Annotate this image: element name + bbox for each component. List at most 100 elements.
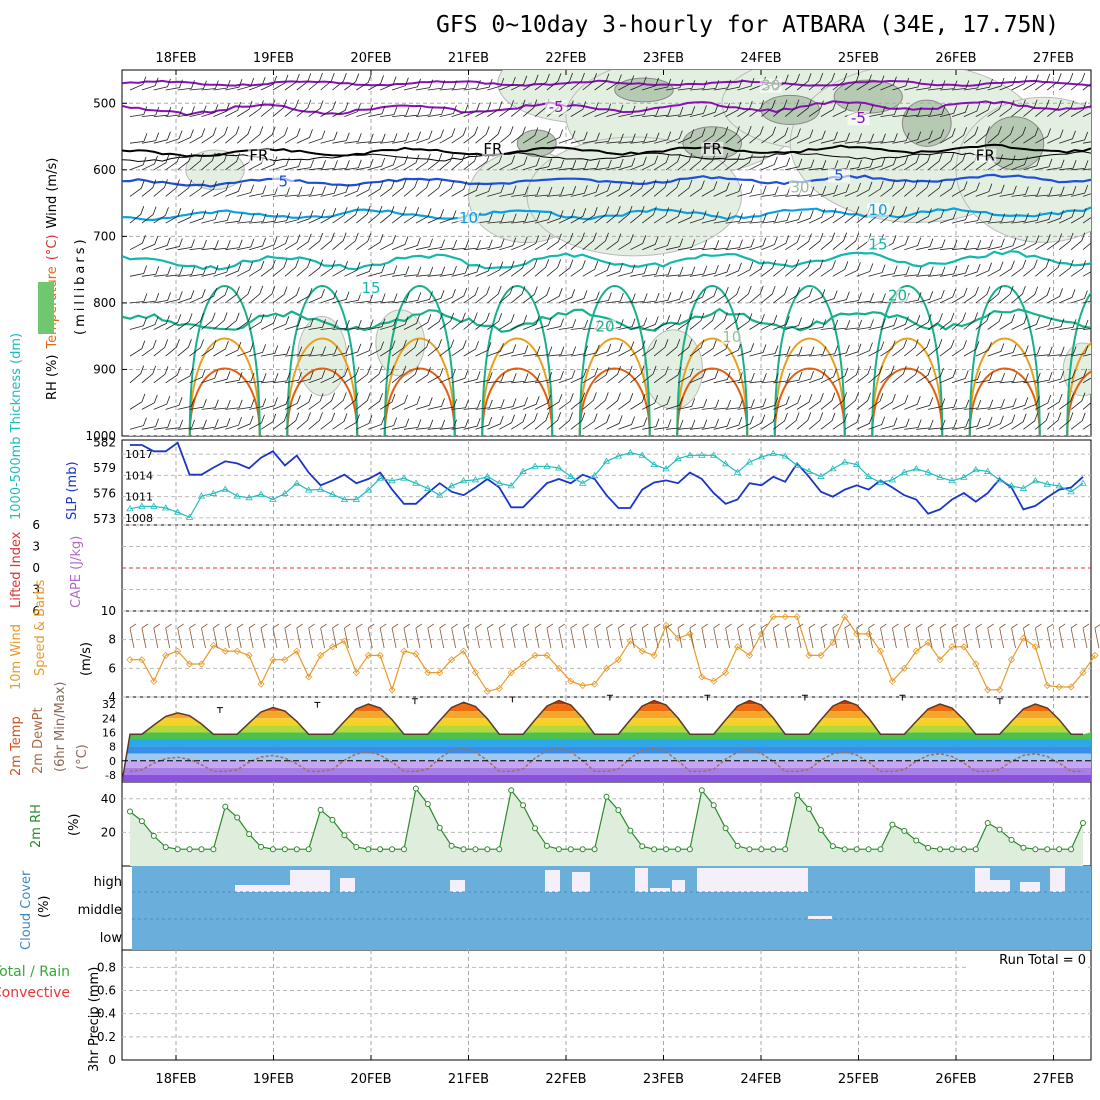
wind-speed-point [817, 651, 825, 659]
wind-barb [237, 261, 253, 277]
thickness-point [912, 465, 920, 472]
wind-barb [856, 158, 874, 171]
wind-barb [451, 152, 466, 171]
wind-barb [570, 101, 587, 117]
wind-barb [963, 286, 979, 304]
wind-barb [237, 213, 255, 224]
contour-label-bg [867, 237, 889, 252]
wind-barb [1070, 207, 1087, 224]
rh-shade-core [901, 99, 952, 147]
wind-barb [284, 128, 301, 144]
thickness-point [805, 467, 813, 474]
wind-barb [415, 338, 430, 357]
wind-barb [975, 101, 992, 117]
wind-barb [808, 209, 826, 224]
wind-barb [499, 76, 516, 91]
wind-barb [558, 232, 574, 251]
bl-contour [871, 367, 944, 436]
wind-barb [856, 181, 873, 197]
wind10-barb [618, 623, 625, 649]
wind-barb [463, 79, 481, 91]
rh-point [377, 846, 384, 853]
wind-barb [820, 290, 838, 304]
wind-barb [332, 102, 349, 117]
wind-barb [844, 206, 860, 224]
upper-ylabel-part: RH (%) [45, 355, 60, 400]
x-tick-label-bottom: 18FEB [155, 1072, 196, 1087]
wind-ylabel2: Speed & Barbs [33, 579, 48, 676]
wind-barb [928, 239, 946, 251]
thickness-point [162, 504, 170, 511]
wind-barb [1070, 101, 1087, 117]
wind-barb [653, 237, 671, 251]
wind-barb [713, 239, 731, 251]
wind-barb [832, 183, 850, 197]
thickness-point [328, 490, 337, 497]
wind-barb [987, 238, 1005, 251]
wind-barb [761, 373, 779, 384]
wind-barb [165, 397, 183, 410]
wind-barb [344, 343, 362, 357]
wind-barb [415, 419, 434, 430]
wind-barb [749, 373, 767, 384]
wind-barb [487, 238, 505, 251]
wind-barb [308, 346, 326, 357]
wind-barb [594, 343, 612, 357]
wind-speed-point [936, 656, 944, 664]
wind-barb [630, 179, 645, 197]
thickness-point [1043, 480, 1051, 487]
wind-barb [475, 126, 490, 144]
contour-label-bg [867, 203, 889, 218]
wind-barb [713, 126, 729, 144]
wind-barb [892, 266, 910, 277]
wind-barb [725, 372, 743, 384]
temp-band [122, 760, 1091, 768]
wind-speed-point [793, 613, 801, 621]
wind-barb [618, 318, 636, 330]
wind-barb [666, 266, 684, 277]
wind-barb [749, 126, 764, 144]
wind-barb [713, 152, 729, 171]
wind10-barb [641, 623, 649, 649]
wind-barb [773, 412, 788, 430]
contour-line-fr-b [122, 151, 1091, 163]
wind-barb [511, 236, 528, 251]
wind-speed-point [591, 680, 599, 688]
wind-barb [499, 414, 515, 430]
wind10-barb [1023, 623, 1030, 649]
wind-barb [522, 316, 540, 330]
thickness-point [936, 473, 944, 480]
y-tick-label-upper: 800 [93, 296, 116, 310]
wind-barb [880, 133, 898, 144]
wind-barb [761, 315, 778, 330]
wind-barb [606, 233, 622, 251]
wind-barb [773, 212, 791, 224]
slp-ylabel2: 1000-500mb Thickness (dm) [9, 333, 24, 520]
wind-barb [916, 130, 933, 144]
wind-barb [582, 184, 600, 197]
wind-barb [951, 399, 970, 410]
wind-barb [773, 396, 790, 410]
wind-barb [427, 290, 445, 304]
wind-barb [618, 341, 635, 357]
cloud-mid-block [808, 916, 832, 919]
wind-barb [868, 416, 886, 430]
wind-barb [677, 153, 693, 171]
wind-barb [403, 207, 420, 224]
wind-barb [380, 156, 397, 171]
wind10-barb [451, 623, 458, 649]
wind-barb [546, 73, 562, 91]
wind-barb [237, 415, 254, 430]
wind-barb [213, 126, 228, 144]
wind-barb [165, 338, 180, 357]
li-ylabel: Lifted Index [9, 531, 24, 608]
rh-point [436, 824, 443, 831]
wind-barb [892, 106, 910, 117]
wind-barb [951, 181, 968, 197]
x-tick-label-top: 24FEB [740, 51, 781, 66]
wind-barb [1082, 402, 1091, 410]
wind-barb [260, 413, 277, 430]
y-tick-label-li: 6 [32, 604, 40, 618]
wind-barb [773, 157, 791, 171]
wind-barb [689, 210, 707, 224]
